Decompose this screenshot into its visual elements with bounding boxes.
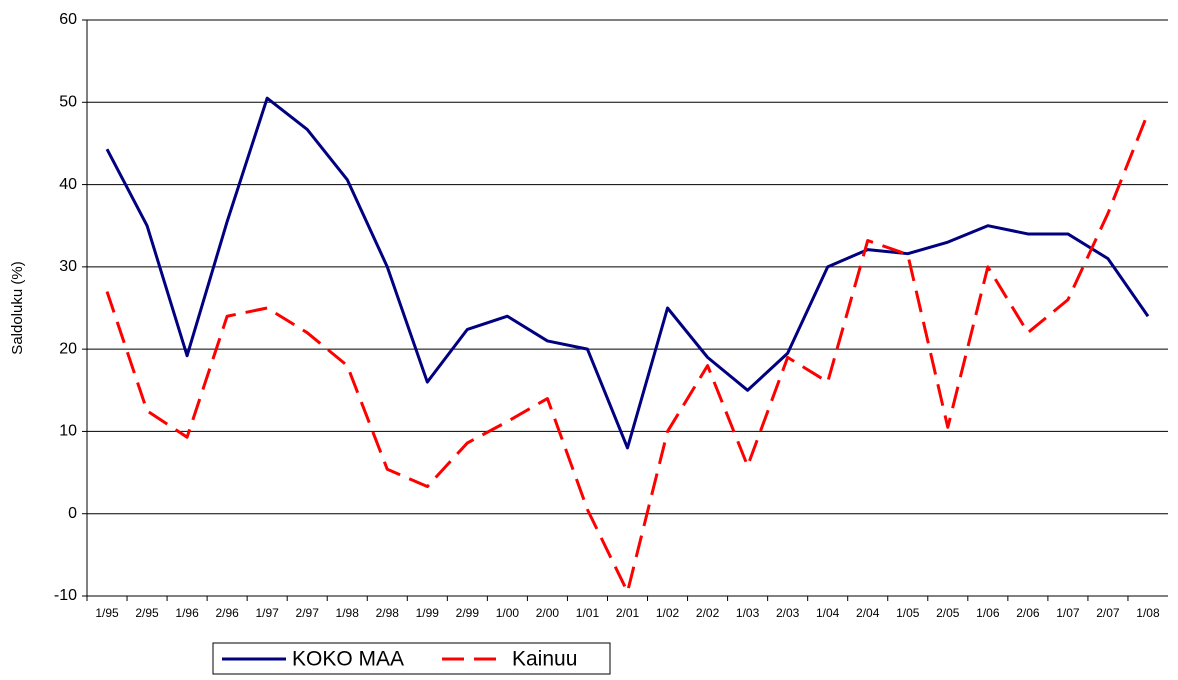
x-tick-label: 1/04 — [816, 606, 840, 620]
x-tick-label: 2/03 — [776, 606, 800, 620]
x-tick-label: 2/96 — [215, 606, 239, 620]
x-tick-label: 2/01 — [616, 606, 640, 620]
x-tick-label: 1/07 — [1056, 606, 1080, 620]
y-tick-label: -10 — [54, 587, 77, 604]
legend-label: Kainuu — [512, 648, 577, 671]
y-tick-label: 10 — [59, 423, 77, 440]
x-tick-label: 1/99 — [416, 606, 440, 620]
x-tick-label: 2/04 — [856, 606, 880, 620]
x-tick-label: 1/95 — [95, 606, 119, 620]
y-tick-label: 40 — [59, 176, 77, 193]
x-tick-label: 1/05 — [896, 606, 920, 620]
y-tick-label: 20 — [59, 340, 77, 357]
x-tick-label: 1/08 — [1136, 606, 1160, 620]
y-tick-label: 50 — [59, 94, 77, 111]
y-tick-label: 0 — [68, 505, 77, 522]
x-tick-label: 2/06 — [1016, 606, 1040, 620]
x-tick-label: 1/96 — [175, 606, 199, 620]
x-tick-label: 2/07 — [1096, 606, 1120, 620]
x-tick-label: 2/05 — [936, 606, 960, 620]
x-tick-label: 1/97 — [255, 606, 279, 620]
x-tick-label: 2/02 — [696, 606, 720, 620]
x-tick-label: 1/06 — [976, 606, 1000, 620]
x-tick-label: 1/00 — [496, 606, 520, 620]
x-tick-label: 1/03 — [736, 606, 760, 620]
x-tick-label: 2/99 — [456, 606, 480, 620]
series-line — [105, 112, 1150, 594]
x-tick-label: 1/02 — [656, 606, 680, 620]
x-tick-label: 1/98 — [336, 606, 360, 620]
x-tick-label: 2/00 — [536, 606, 560, 620]
legend-label: KOKO MAA — [292, 648, 404, 671]
y-tick-label: 30 — [59, 258, 77, 275]
y-tick-label: 60 — [59, 11, 77, 28]
x-tick-label: 1/01 — [576, 606, 600, 620]
x-tick-label: 2/97 — [296, 606, 320, 620]
y-axis-label: Saldoluku (%) — [9, 261, 26, 354]
x-tick-label: 2/98 — [376, 606, 400, 620]
x-tick-label: 2/95 — [135, 606, 159, 620]
series-line — [105, 96, 1150, 450]
